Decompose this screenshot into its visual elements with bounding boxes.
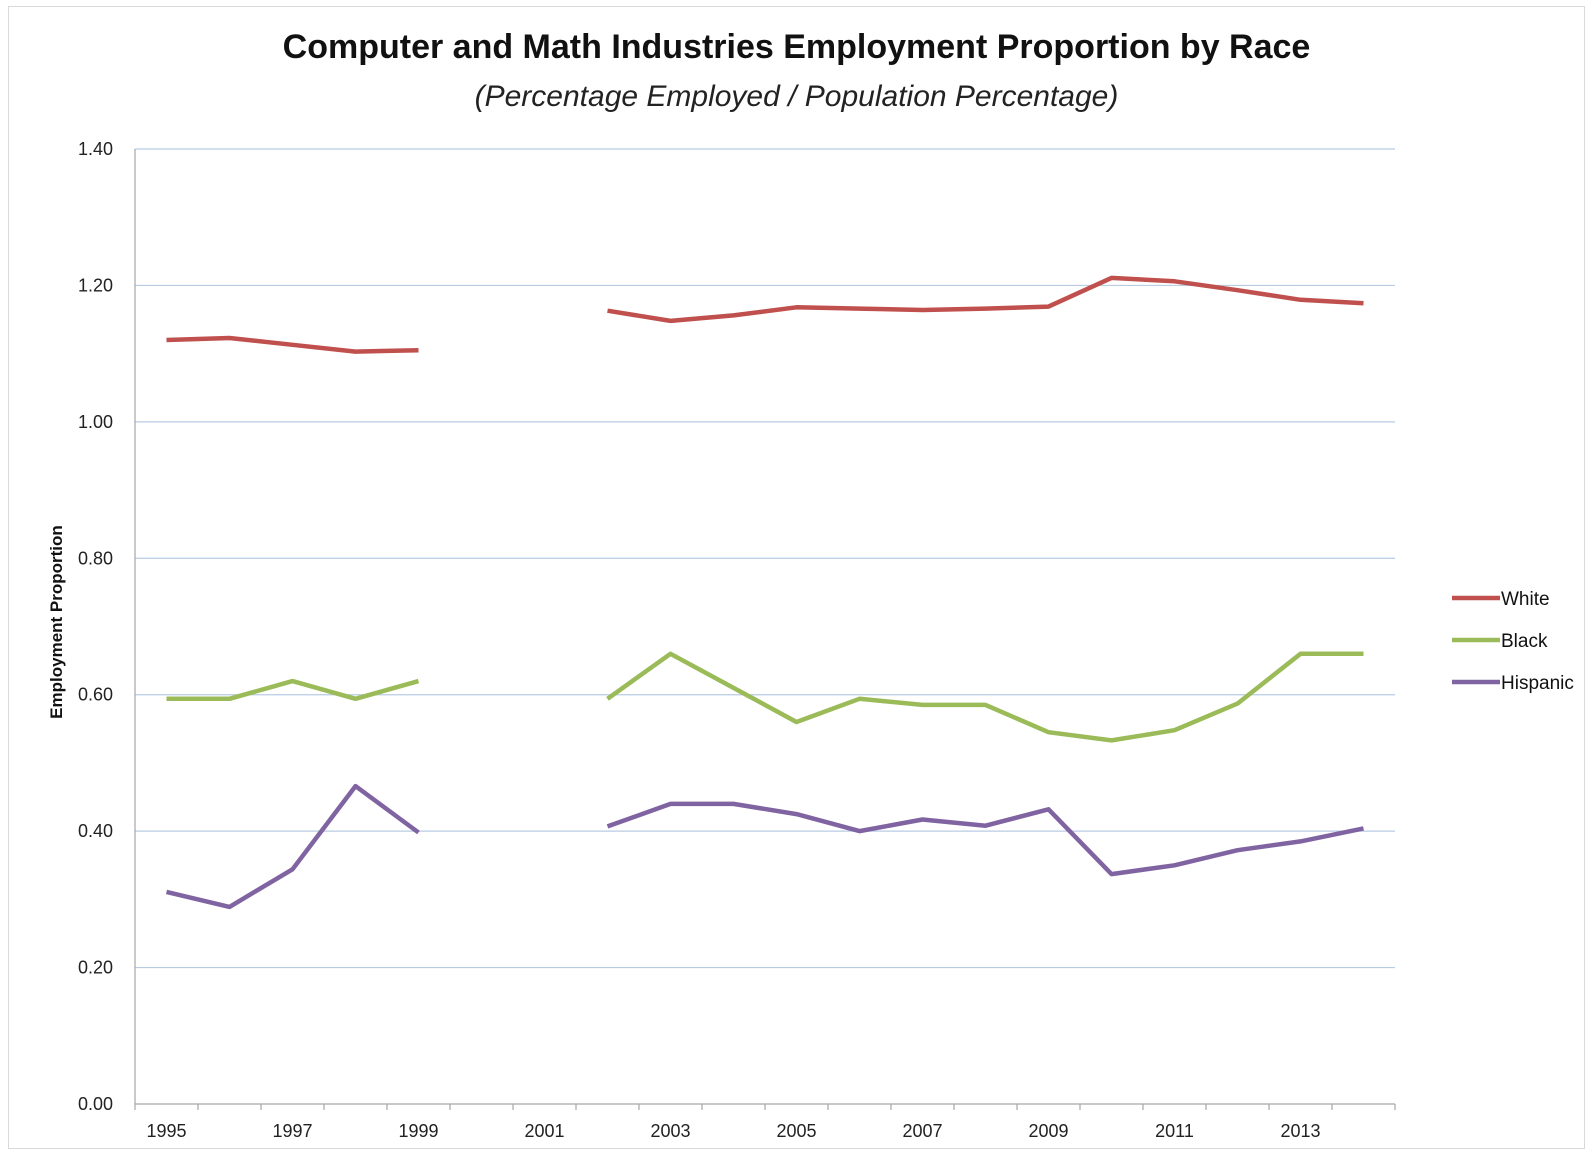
gridlines [135,148,1395,969]
y-axis-ticks: 0.00 0.20 0.40 0.60 0.80 1.00 1.20 1.40 [78,139,113,1114]
legend-label-black: Black [1501,631,1548,652]
series-line-black [606,651,1364,743]
y-tick-label: 1.20 [78,275,113,295]
y-tick-label: 1.40 [78,139,113,159]
x-tick-label: 1997 [272,1121,312,1141]
x-tick-label: 2009 [1028,1121,1068,1141]
legend: White Black Hispanic [1452,589,1574,694]
chart-subtitle: (Percentage Employed / Population Percen… [474,80,1119,113]
legend-label-hispanic: Hispanic [1501,673,1574,694]
x-tick-label: 2011 [1155,1121,1194,1141]
chart-title: Computer and Math Industries Employment … [282,28,1311,66]
series-line-hispanic [165,783,420,910]
x-tick-label: 1995 [146,1121,186,1141]
x-tick-label: 2005 [776,1121,816,1141]
series-line-white [166,335,419,354]
x-tick-label: 2001 [524,1121,564,1141]
y-tick-label: 0.40 [78,821,113,841]
series-line-black [166,678,420,702]
y-tick-label: 1.00 [78,412,113,432]
series-line-white [607,275,1364,324]
y-tick-label: 0.80 [78,548,113,568]
legend-label-white: White [1501,589,1550,610]
y-tick-label: 0.20 [78,958,113,978]
x-tick-label: 2013 [1280,1121,1320,1141]
y-tick-label: 0.00 [78,1094,113,1114]
chart-frame [8,6,1585,1149]
x-tick-label: 2003 [650,1121,690,1141]
x-axis: 1995 1997 1999 2001 2003 2005 2007 2009 2011 2013 [134,149,1396,1141]
series-line-hispanic [606,801,1364,877]
series-lines [165,275,1364,910]
y-tick-label: 0.60 [78,685,113,705]
x-tick-label: 2007 [902,1121,942,1141]
x-tick-label: 1999 [398,1121,438,1141]
